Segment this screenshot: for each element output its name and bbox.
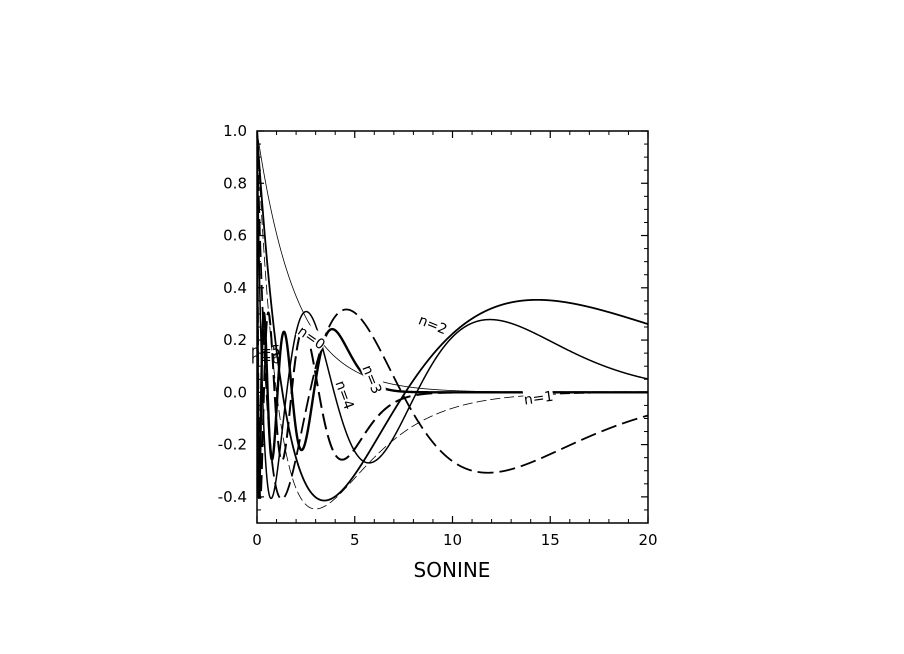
x-axis-title: SONINE [414,558,491,582]
tick-group: 0 5 10 15 20 -0.4 -0.2 0.0 0.2 0.4 0.6 0.8 1.0 [218,122,658,549]
y-tick-label: 0.6 [223,227,247,245]
curve-label: n=2 [416,310,451,338]
series-line-n=0 [257,131,648,393]
curve-label: n=4 [331,377,359,412]
y-tick-label: 0.8 [223,174,247,192]
y-tick-label: 1.0 [223,122,247,140]
curve-label-text: n=1 [523,389,554,409]
x-tick-label: 10 [443,531,462,549]
curve-label-text: n=6 [251,351,281,367]
curve-label-group: n=0n=1n=2n=3n=4n=5n=6 [251,310,554,412]
x-tick-label: 15 [541,531,560,549]
series-line-n=6 [257,131,648,499]
y-tick-label: -0.2 [218,436,247,454]
series-line-n=4 [257,131,648,500]
curve-label: n=1 [522,386,554,409]
curve-label: n=6 [251,351,281,367]
curve-label-text: n=2 [416,312,449,338]
y-tick-label: -0.4 [218,488,247,506]
y-tick-label: 0.0 [223,383,247,401]
series-line-n=1 [257,131,648,510]
x-tick-label: 5 [350,531,360,549]
curve-label-text: n=3 [358,363,384,396]
curve-label-text: n=5 [251,344,281,360]
curve-label: n=5 [251,344,281,360]
series-group [257,131,648,510]
y-tick-label: 0.4 [223,279,247,297]
x-tick-label: 0 [252,531,262,549]
curve-label: n=3 [358,362,387,396]
y-tick-label: 0.2 [223,331,247,349]
series-line-n=2 [257,131,648,502]
series-line-n=3 [257,131,648,500]
x-tick-label: 20 [638,531,657,549]
series-line-n=5 [257,131,648,499]
